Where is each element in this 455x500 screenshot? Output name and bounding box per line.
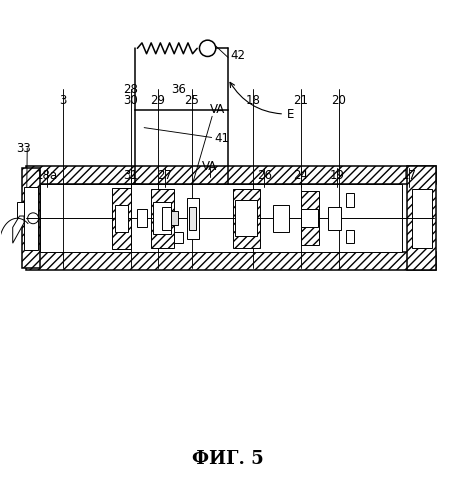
Text: 31: 31 [123,169,138,182]
Bar [112,188,130,248]
Bar [273,204,288,232]
Text: 24: 24 [293,169,307,182]
Text: 3: 3 [59,94,66,106]
Text: 26: 26 [256,169,271,182]
Bar [173,232,182,243]
Bar [115,204,128,232]
Bar [171,212,178,225]
Bar [24,186,38,250]
Bar [26,252,435,270]
Polygon shape [17,202,24,223]
Text: 30: 30 [123,94,137,106]
Bar [153,202,171,234]
Bar [26,166,435,184]
Text: 33: 33 [16,142,30,154]
Text: 42: 42 [230,48,245,62]
Bar [162,207,171,230]
Text: 18: 18 [245,94,260,106]
Polygon shape [13,216,24,243]
Bar [234,200,257,236]
Text: 27: 27 [157,169,172,182]
Text: 28: 28 [123,83,138,96]
Bar [137,209,147,228]
Bar [189,207,196,230]
Bar [300,191,318,246]
Text: 18a: 18a [35,169,58,182]
Bar [232,189,259,248]
Text: 41: 41 [144,128,229,146]
Text: VA: VA [209,104,225,117]
Text: E: E [230,82,293,120]
Text: ФИГ. 5: ФИГ. 5 [192,450,263,468]
Bar [327,207,340,230]
Text: 19: 19 [329,169,344,182]
Bar [151,189,173,248]
Text: 25: 25 [184,94,199,106]
Text: VA: VA [202,160,217,173]
Bar [22,168,40,268]
Bar [301,209,317,228]
Text: 20: 20 [331,94,346,106]
Text: 36: 36 [170,83,185,96]
Bar [345,230,353,243]
Bar [187,198,198,238]
Bar [345,194,353,207]
Text: 21: 21 [293,94,307,106]
Bar [411,189,431,248]
Bar [40,184,402,252]
Text: 29: 29 [150,94,165,106]
Bar [406,166,435,270]
Text: 17: 17 [401,169,416,182]
